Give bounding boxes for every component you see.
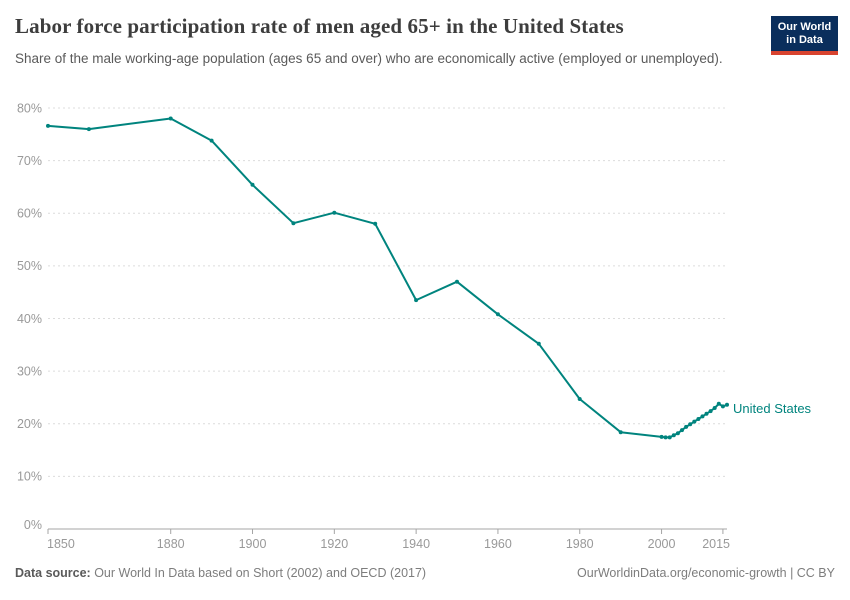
data-point-marker — [696, 417, 701, 421]
y-axis-tick-label: 80% — [17, 101, 42, 115]
y-axis-tick-label: 40% — [17, 312, 42, 326]
x-axis-tick-label: 1900 — [239, 537, 267, 551]
data-point-marker — [373, 221, 378, 226]
data-point-marker — [720, 404, 725, 409]
y-axis-tick-label: 0% — [24, 518, 42, 532]
x-axis-tick-label: 2000 — [648, 537, 676, 551]
data-point-marker — [495, 312, 500, 317]
data-point-marker — [577, 397, 582, 401]
data-point-marker — [291, 221, 296, 226]
data-point-marker — [667, 435, 672, 440]
data-point-marker — [725, 402, 729, 407]
data-source-label: Data source: — [15, 566, 91, 580]
series-label: United States — [733, 401, 812, 416]
data-source-note: Data source: Our World In Data based on … — [15, 566, 426, 580]
x-axis-tick-label: 1920 — [320, 537, 348, 551]
y-axis-tick-label: 20% — [17, 417, 42, 431]
data-source-text: Our World In Data based on Short (2002) … — [90, 566, 427, 580]
data-point-marker — [618, 430, 623, 435]
x-axis-tick-label: 1940 — [402, 537, 430, 551]
data-point-marker — [692, 419, 697, 424]
x-axis-tick-label: 1850 — [47, 537, 75, 551]
chart-subtitle: Share of the male working-age population… — [15, 51, 723, 66]
y-axis-tick-label: 70% — [17, 154, 42, 168]
x-axis-tick-label: 2015 — [702, 537, 730, 551]
x-axis-tick-label: 1980 — [566, 537, 594, 551]
chart-footer: Data source: Our World In Data based on … — [15, 566, 835, 580]
data-point-marker — [680, 428, 684, 433]
x-axis-tick-label: 1960 — [484, 537, 512, 551]
data-point-marker — [716, 401, 721, 406]
data-point-marker — [671, 433, 676, 438]
data-point-marker — [663, 435, 668, 440]
owid-logo-line2: in Data — [786, 33, 823, 46]
y-axis-tick-label: 10% — [17, 470, 42, 484]
data-point-marker — [700, 414, 705, 419]
y-axis-tick-label: 50% — [17, 259, 42, 273]
credit-link[interactable]: OurWorldinData.org/economic-growth | CC … — [577, 566, 835, 580]
y-axis-tick-label: 30% — [17, 364, 42, 378]
data-point-marker — [659, 434, 664, 439]
y-axis-tick-label: 60% — [17, 207, 42, 221]
data-point-marker — [168, 116, 173, 121]
data-point-marker — [708, 409, 713, 414]
data-point-marker — [688, 422, 693, 427]
x-axis-tick-label: 1880 — [157, 537, 185, 551]
page-title: Labor force participation rate of men ag… — [15, 14, 624, 38]
data-point-marker — [86, 127, 91, 132]
owid-logo-line1: Our World — [777, 20, 832, 33]
data-point-marker — [46, 123, 50, 128]
data-point-marker — [332, 210, 337, 215]
data-point-marker — [536, 341, 541, 346]
owid-logo[interactable]: Our World in Data — [771, 16, 838, 55]
data-point-marker — [455, 279, 459, 284]
series-line — [47, 117, 728, 439]
data-point-marker — [209, 138, 214, 143]
data-point-marker — [712, 406, 717, 410]
data-point-marker — [675, 431, 680, 436]
data-point-marker — [250, 182, 255, 187]
data-point-marker — [414, 298, 419, 303]
data-point-marker — [684, 424, 689, 429]
data-point-marker — [704, 411, 709, 416]
